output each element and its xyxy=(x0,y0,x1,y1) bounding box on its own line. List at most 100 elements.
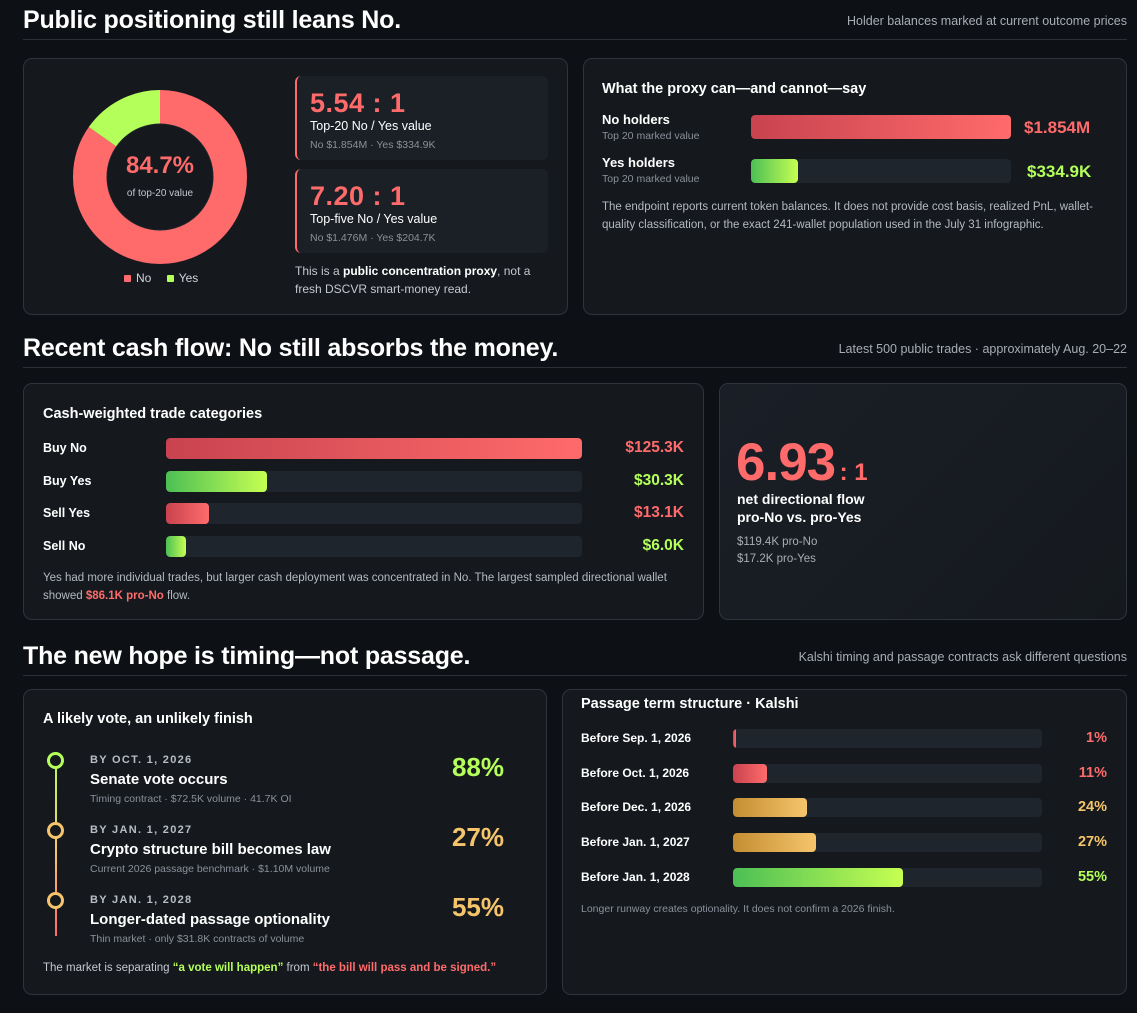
proxy-note: This is a public concentration proxy, no… xyxy=(295,262,550,298)
trade-bar-track xyxy=(166,503,582,524)
net-flow-sub-2: $17.2K pro-Yes xyxy=(737,553,816,565)
ratio-sub: No $1.854M · Yes $334.9K xyxy=(310,139,436,151)
passage-bar xyxy=(733,867,903,887)
section-title: Public positioning still leans No. xyxy=(23,6,401,34)
trade-note-post: flow. xyxy=(163,590,191,602)
timeline-item-long-dated: BY JAN. 1, 2028 Longer-dated passage opt… xyxy=(24,892,524,952)
net-flow-label-1: net directional flow xyxy=(737,491,865,507)
trade-bar xyxy=(166,503,210,524)
trade-card-title: Cash-weighted trade categories xyxy=(43,406,263,422)
donut-slice-yes xyxy=(73,90,247,264)
proxy-bar-track xyxy=(751,159,1011,183)
trade-bar xyxy=(166,470,267,492)
donut-center-value: 84.7% xyxy=(125,152,195,179)
timeline-note-mid: from xyxy=(283,962,313,974)
passage-bar-value: 55% xyxy=(1077,868,1107,885)
trade-bar-track xyxy=(166,438,582,459)
trade-bar-track xyxy=(166,470,582,492)
trade-bar-value: $13.1K xyxy=(634,504,684,521)
passage-bar xyxy=(733,798,808,818)
legend-yes-label: Yes xyxy=(178,271,199,285)
timeline-title: Crypto structure bill becomes law xyxy=(90,841,331,858)
timeline-dot xyxy=(47,752,64,769)
ratio-value: 7.20 : 1 xyxy=(310,181,406,211)
ratio-value: 5.54 : 1 xyxy=(310,88,406,118)
net-flow-label-2: pro-No vs. pro-Yes xyxy=(737,509,862,525)
proxy-row-value: $1.854M xyxy=(1024,118,1091,137)
proxy-card: What the proxy can—and cannot—say No hol… xyxy=(583,58,1127,315)
passage-bar-track xyxy=(733,833,1042,853)
proxy-row-value: $334.9K xyxy=(1027,162,1092,181)
timeline-line xyxy=(55,752,57,936)
passage-bar-track xyxy=(733,763,1042,783)
proxy-row-label: No holders xyxy=(602,112,670,127)
passage-card-title: Passage term structure · Kalshi xyxy=(581,696,799,712)
timeline-card: A likely vote, an unlikely finish BY OCT… xyxy=(23,689,547,995)
timeline-dot xyxy=(47,892,64,909)
timeline-note-red: “the bill will pass and be signed.” xyxy=(312,962,497,974)
ratio-sub: No $1.476M · Yes $204.7K xyxy=(310,232,436,244)
timeline-note: The market is separating “a vote will ha… xyxy=(43,962,496,974)
timeline-date: BY OCT. 1, 2026 xyxy=(90,754,193,766)
ratio-label: Top-20 No / Yes value xyxy=(310,119,432,133)
ratio-box-top5: 7.20 : 1 Top-five No / Yes value No $1.4… xyxy=(295,169,548,253)
trade-bar-label: Buy No xyxy=(43,441,87,455)
passage-bar-label: Before Dec. 1, 2026 xyxy=(581,800,692,815)
passage-bar xyxy=(733,763,767,783)
section-header-timing: The new hope is timing—not passage. Kals… xyxy=(23,636,1127,676)
proxy-note-post: , not a fresh DSCVR smart-money read. xyxy=(295,264,531,296)
timeline-sub: Thin market · only $31.8K contracts of v… xyxy=(90,933,305,945)
donut-chart xyxy=(73,90,247,264)
section-title: The new hope is timing—not passage. xyxy=(23,642,471,670)
donut-center-label: of top-20 value xyxy=(126,188,194,199)
section-header-cash-flow: Recent cash flow: No still absorbs the m… xyxy=(23,328,1127,368)
passage-card: Passage term structure · Kalshi Before S… xyxy=(562,689,1127,995)
passage-card-note: Longer runway creates optionality. It do… xyxy=(581,903,895,915)
proxy-note-bold: public concentration proxy xyxy=(343,264,498,278)
trade-card-note: Yes had more individual trades, but larg… xyxy=(43,569,683,605)
ratio-box-top20: 5.54 : 1 Top-20 No / Yes value No $1.854… xyxy=(295,76,548,160)
timeline-sub: Current 2026 passage benchmark · $1.10M … xyxy=(90,863,330,875)
timeline-item-senate-vote: BY OCT. 1, 2026 Senate vote occurs Timin… xyxy=(24,752,524,812)
legend-yes-swatch xyxy=(166,275,174,282)
passage-bar-track xyxy=(733,729,1042,748)
proxy-bar-no xyxy=(751,115,1011,139)
net-flow-big: 6.93 xyxy=(736,433,836,492)
passage-bar xyxy=(733,833,817,853)
legend-no-swatch xyxy=(124,275,131,282)
ratio-label: Top-five No / Yes value xyxy=(310,212,438,226)
section-note: Holder balances marked at current outcom… xyxy=(847,14,1127,28)
proxy-bar-track xyxy=(751,115,1011,139)
proxy-row-sub: Top 20 marked value xyxy=(602,173,700,185)
timeline-dot xyxy=(47,822,64,839)
donut-hole xyxy=(106,123,214,231)
timeline-title: Senate vote occurs xyxy=(90,771,228,788)
passage-bar-track xyxy=(733,798,1042,818)
passage-bar-label: Before Jan. 1, 2028 xyxy=(581,869,690,884)
passage-bar-label: Before Oct. 1, 2026 xyxy=(581,765,690,780)
positioning-card: 84.7% of top-20 value No Yes 5.54 : 1 To… xyxy=(23,58,568,315)
passage-bar-track xyxy=(733,867,1042,887)
proxy-note-pre: This is a xyxy=(295,264,344,278)
proxy-bar-yes xyxy=(751,159,798,183)
trade-bar xyxy=(166,438,582,459)
net-flow-card: 6.93 : 1 net directional flow pro-No vs.… xyxy=(719,383,1127,620)
passage-bar-label: Before Jan. 1, 2027 xyxy=(581,835,690,850)
timeline-note-green: “a vote will happen” xyxy=(172,962,284,974)
trade-card: Cash-weighted trade categories Buy No $12… xyxy=(23,383,704,620)
timeline-title: Longer-dated passage optionality xyxy=(90,911,331,928)
net-flow-ratio: 6.93 : 1 xyxy=(736,432,868,493)
proxy-card-note: The endpoint reports current token balan… xyxy=(602,201,1093,231)
timeline-item-bill-law: BY JAN. 1, 2027 Crypto structure bill be… xyxy=(24,822,524,882)
section-title: Recent cash flow: No still absorbs the m… xyxy=(23,334,559,362)
proxy-row-sub: Top 20 marked value xyxy=(602,130,700,142)
trade-note-pre: Yes had more individual trades, but larg… xyxy=(43,572,667,602)
trade-bar-track xyxy=(166,535,582,557)
timeline-date: BY JAN. 1, 2027 xyxy=(90,824,193,836)
trade-bar xyxy=(166,535,186,557)
section-note: Latest 500 public trades · approximately… xyxy=(838,342,1127,356)
trade-bar-value: $125.3K xyxy=(625,439,684,456)
timeline-pct: 88% xyxy=(451,752,504,782)
net-flow-sub-1: $119.4K pro-No xyxy=(737,536,818,548)
legend-no-label: No xyxy=(136,271,152,285)
